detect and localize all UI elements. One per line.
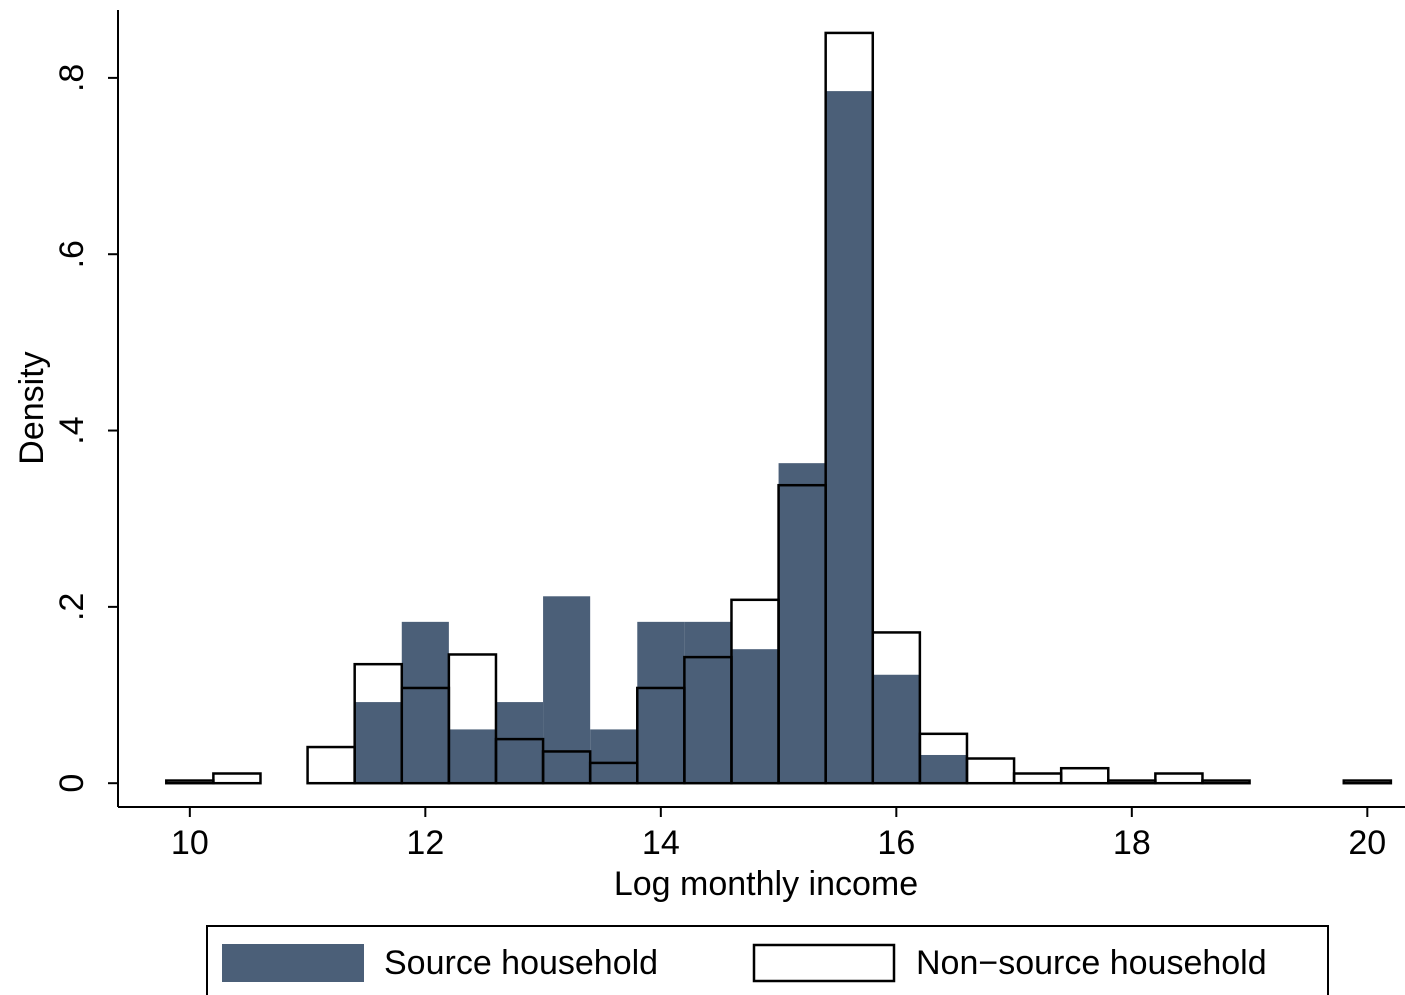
x-tick-label: 16 [877, 824, 915, 862]
bar [778, 463, 826, 784]
x-tick-label: 10 [171, 824, 209, 862]
x-tick-label: 20 [1348, 824, 1386, 862]
bar [543, 596, 591, 784]
bar-outline [1107, 779, 1157, 785]
bar-outline [1154, 772, 1204, 785]
bar-outline [165, 779, 215, 785]
x-tick-label: 18 [1113, 824, 1151, 862]
bar-outline [1059, 766, 1110, 785]
bar [401, 621, 449, 784]
bar [684, 621, 732, 784]
bar [637, 621, 685, 784]
bar [590, 729, 638, 784]
legend-swatch [222, 944, 364, 982]
bar-outline [1201, 779, 1251, 785]
bar [495, 702, 544, 784]
bar-outline [824, 31, 875, 785]
bar-outline [1012, 772, 1063, 785]
y-axis-label: Density [13, 351, 51, 464]
y-tick-label: .2 [53, 593, 91, 621]
bar-outline [447, 653, 498, 785]
y-tick-label: 0 [53, 774, 91, 793]
bar-outline [965, 757, 1016, 785]
bar-outline [306, 745, 356, 785]
y-tick-label: .4 [53, 416, 91, 444]
x-axis-label: Log monthly income [614, 865, 918, 903]
legend-label: Source household [384, 944, 658, 982]
x-tick-label: 14 [642, 824, 680, 862]
y-tick-label: .8 [53, 64, 91, 92]
y-tick-label: .6 [53, 240, 91, 268]
bar [825, 91, 873, 784]
bar [448, 729, 496, 784]
bar [919, 754, 967, 784]
bar [354, 702, 402, 784]
legend-swatch [752, 943, 896, 983]
bar-outline [212, 772, 262, 785]
bar-outline [1342, 779, 1393, 785]
bar [731, 649, 779, 784]
x-tick-label: 12 [406, 824, 444, 862]
bar-outline [871, 631, 922, 785]
bar [872, 674, 920, 784]
legend-box [206, 925, 1329, 995]
legend-label: Non−source household [916, 944, 1267, 982]
